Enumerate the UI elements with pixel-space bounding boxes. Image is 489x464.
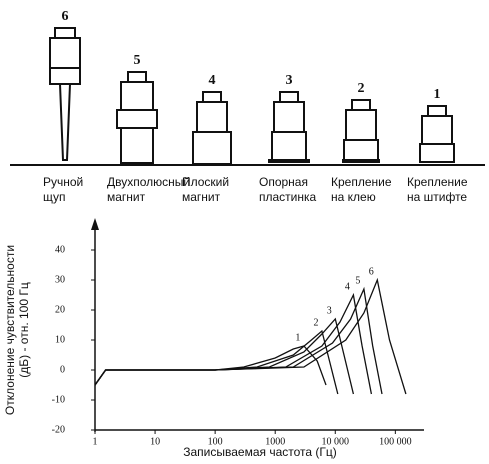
- y-tick-label: 0: [60, 364, 65, 375]
- mounting-label: на клею: [331, 190, 376, 204]
- series-label: 5: [355, 275, 360, 286]
- mounting-number: 2: [358, 81, 365, 96]
- x-axis-label: Записываемая частота (Гц): [183, 445, 337, 459]
- x-tick-label: 1: [93, 436, 98, 447]
- curve: [94, 345, 327, 386]
- mounting-label: пластинка: [259, 190, 317, 204]
- series-label: 1: [295, 332, 300, 343]
- y-axis-label-line: Отклонение чувствительности: [3, 245, 17, 415]
- y-tick-label: 20: [55, 304, 65, 315]
- y-tick-label: -20: [52, 424, 65, 435]
- mounting-number: 6: [62, 9, 69, 24]
- curve: [94, 277, 407, 395]
- mounting-label: Крепление: [331, 175, 392, 189]
- x-tick-label: 100: [208, 436, 223, 447]
- y-tick-label: 30: [55, 274, 65, 285]
- mounting-number: 4: [209, 73, 216, 88]
- y-axis-arrow: [91, 218, 99, 230]
- y-tick-label: 40: [55, 244, 65, 255]
- mounting-label: магнит: [107, 190, 146, 204]
- curve: [94, 286, 383, 395]
- mounting-drawings: [10, 27, 485, 166]
- mounting-label: Опорная: [259, 175, 308, 189]
- x-tick-label: 100 000: [379, 436, 412, 447]
- mounting-label: на штифте: [407, 190, 467, 204]
- x-tick-label: 10 000: [322, 436, 350, 447]
- series-label: 3: [327, 305, 332, 316]
- series-label: 2: [313, 317, 318, 328]
- y-axis-label: Отклонение чувствительности (дБ) - отн. …: [3, 245, 31, 415]
- mounting-label: Плоский: [182, 175, 229, 189]
- mounting-number: 3: [286, 73, 293, 88]
- series-label: 6: [369, 266, 374, 277]
- mounting-label: Крепление: [407, 175, 468, 189]
- mounting-number: 1: [434, 87, 441, 102]
- mounting-label: Ручной: [43, 175, 83, 189]
- series-label: 4: [345, 281, 350, 292]
- mounting-label: Двухполюсный: [107, 175, 190, 189]
- x-tick-label: 1000: [265, 436, 285, 447]
- y-tick-label: -10: [52, 394, 65, 405]
- mounting-number: 5: [134, 53, 141, 68]
- y-tick-label: 10: [55, 334, 65, 345]
- y-axis-label-line: (дБ) - отн. 100 Гц: [17, 282, 31, 378]
- x-tick-label: 10: [150, 436, 160, 447]
- mounting-label: магнит: [182, 190, 221, 204]
- mounting-label: щуп: [43, 190, 66, 204]
- curve: [94, 317, 355, 395]
- mountings: 6Ручнойщуп5Двухполюсныймагнит4Плоскиймаг…: [43, 9, 468, 204]
